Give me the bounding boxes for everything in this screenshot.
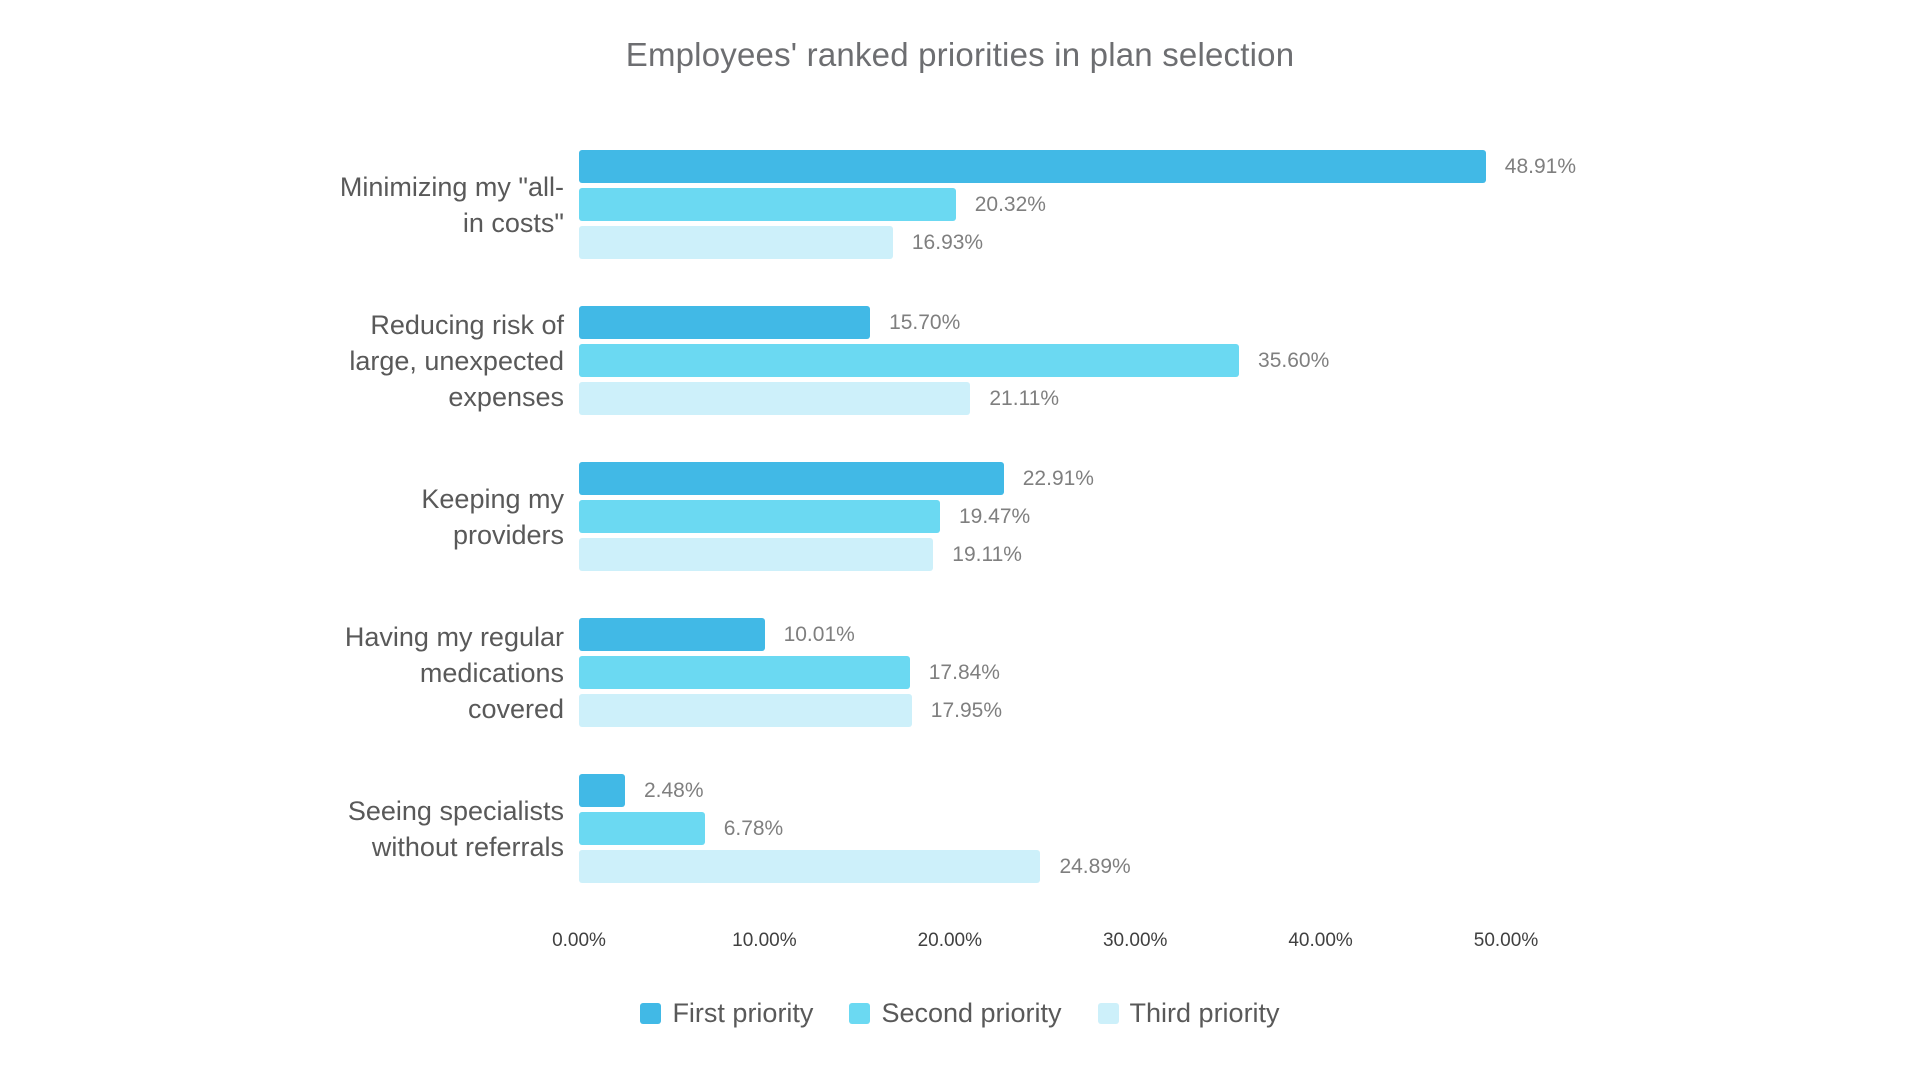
bar-value-label: 35.60% bbox=[1258, 348, 1330, 372]
bar-value-label: 20.32% bbox=[974, 192, 1046, 216]
legend-item-third-priority: Third priority bbox=[1097, 998, 1280, 1029]
x-axis-tick-label: 0.00% bbox=[552, 930, 606, 951]
bar-line: 48.91% bbox=[579, 150, 1679, 183]
bar-line: 35.60% bbox=[579, 344, 1679, 377]
bar-line: 6.78% bbox=[579, 812, 1679, 845]
x-axis-tick-label: 10.00% bbox=[732, 930, 797, 951]
bar-first-priority bbox=[579, 150, 1486, 183]
bar-value-label: 17.95% bbox=[930, 698, 1003, 722]
bar-second-priority bbox=[579, 344, 1240, 377]
bar-line: 24.89% bbox=[579, 850, 1679, 883]
bar-third-priority bbox=[579, 538, 934, 571]
bar-value-label: 19.47% bbox=[958, 504, 1031, 528]
x-axis-tick-label: 50.00% bbox=[1473, 930, 1539, 951]
category-group: Minimizing my "all- in costs" 48.91% 20.32… bbox=[249, 150, 1679, 259]
bar-line: 2.48% bbox=[579, 774, 1679, 807]
category-label: Minimizing my "all- in costs" bbox=[339, 171, 564, 238]
bar-value-label: 10.01% bbox=[783, 622, 855, 646]
x-axis-tick-label: 20.00% bbox=[917, 930, 983, 951]
bar-line: 22.91% bbox=[579, 462, 1679, 495]
bar-first-priority bbox=[579, 306, 871, 339]
bar-line: 21.11% bbox=[579, 382, 1679, 415]
bar-value-label: 24.89% bbox=[1059, 854, 1131, 878]
bar-line: 16.93% bbox=[579, 226, 1679, 259]
legend-swatch-icon bbox=[849, 1003, 871, 1024]
bar-line: 17.84% bbox=[579, 656, 1679, 689]
legend-item-first-priority: First priority bbox=[640, 998, 813, 1029]
bar-line: 19.47% bbox=[579, 500, 1679, 533]
category-group: Keeping my providers 22.91% 19.47% 19.11% bbox=[249, 462, 1679, 571]
bar-line: 19.11% bbox=[579, 538, 1679, 571]
category-group: Reducing risk of large, unexpected expen… bbox=[249, 306, 1679, 415]
bar-second-priority bbox=[579, 500, 940, 533]
bar-value-label: 22.91% bbox=[1022, 466, 1094, 490]
bar-first-priority bbox=[579, 618, 765, 651]
bar-value-label: 6.78% bbox=[723, 816, 784, 840]
bar-third-priority bbox=[579, 382, 971, 415]
bar-first-priority bbox=[579, 462, 1004, 495]
bar-line: 15.70% bbox=[579, 306, 1679, 339]
bar-value-label: 15.70% bbox=[889, 310, 961, 334]
bar-line: 17.95% bbox=[579, 694, 1679, 727]
legend-swatch-icon bbox=[640, 1003, 662, 1024]
bar-line: 20.32% bbox=[579, 188, 1679, 221]
bar-line: 10.01% bbox=[579, 618, 1679, 651]
x-axis: 0.00% 10.00% 20.00% 30.00% 40.00% 50.00% bbox=[552, 930, 1538, 956]
bar-value-label: 48.91% bbox=[1504, 154, 1577, 178]
category-label: Reducing risk of large, unexpected expen… bbox=[349, 309, 564, 412]
x-axis-tick-label: 30.00% bbox=[1102, 930, 1168, 951]
plot-area: Minimizing my "all- in costs" 48.91% 20.32… bbox=[249, 150, 1679, 883]
legend: First priority Second priority Third prior… bbox=[0, 998, 1920, 1029]
legend-label: Second priority bbox=[881, 998, 1062, 1028]
legend-item-second-priority: Second priority bbox=[849, 998, 1062, 1029]
bar-first-priority bbox=[579, 774, 625, 807]
category-group: Having my regular medications covered 10.… bbox=[249, 618, 1679, 727]
bar-group: 10.01% 17.84% 17.95% bbox=[579, 618, 1679, 727]
bar-value-label: 16.93% bbox=[911, 230, 984, 254]
x-axis-tick-label: 40.00% bbox=[1288, 930, 1353, 951]
category-label: Seeing specialists without referrals bbox=[347, 795, 564, 862]
bar-third-priority bbox=[579, 694, 912, 727]
bar-second-priority bbox=[579, 188, 956, 221]
bar-value-label: 21.11% bbox=[989, 386, 1060, 410]
category-label: Keeping my providers bbox=[421, 483, 564, 550]
chart-title: Employees' ranked priorities in plan sel… bbox=[625, 36, 1295, 73]
bar-value-label: 19.11% bbox=[952, 542, 1022, 566]
bar-second-priority bbox=[579, 812, 705, 845]
bar-value-label: 17.84% bbox=[928, 660, 1000, 684]
legend-swatch-icon bbox=[1097, 1003, 1119, 1024]
legend-label: First priority bbox=[672, 998, 814, 1028]
bar-group: 48.91% 20.32% 16.93% bbox=[579, 150, 1679, 259]
category-group: Seeing specialists without referrals 2.48… bbox=[249, 774, 1679, 883]
bar-group: 15.70% 35.60% 21.11% bbox=[579, 306, 1679, 415]
bar-group: 2.48% 6.78% 24.89% bbox=[579, 774, 1679, 883]
bar-group: 22.91% 19.47% 19.11% bbox=[579, 462, 1679, 571]
bar-second-priority bbox=[579, 656, 910, 689]
legend-label: Third priority bbox=[1129, 998, 1280, 1028]
bar-third-priority bbox=[579, 226, 893, 259]
category-label: Having my regular medications covered bbox=[344, 621, 564, 724]
bar-third-priority bbox=[579, 850, 1041, 883]
bar-value-label: 2.48% bbox=[643, 778, 704, 802]
